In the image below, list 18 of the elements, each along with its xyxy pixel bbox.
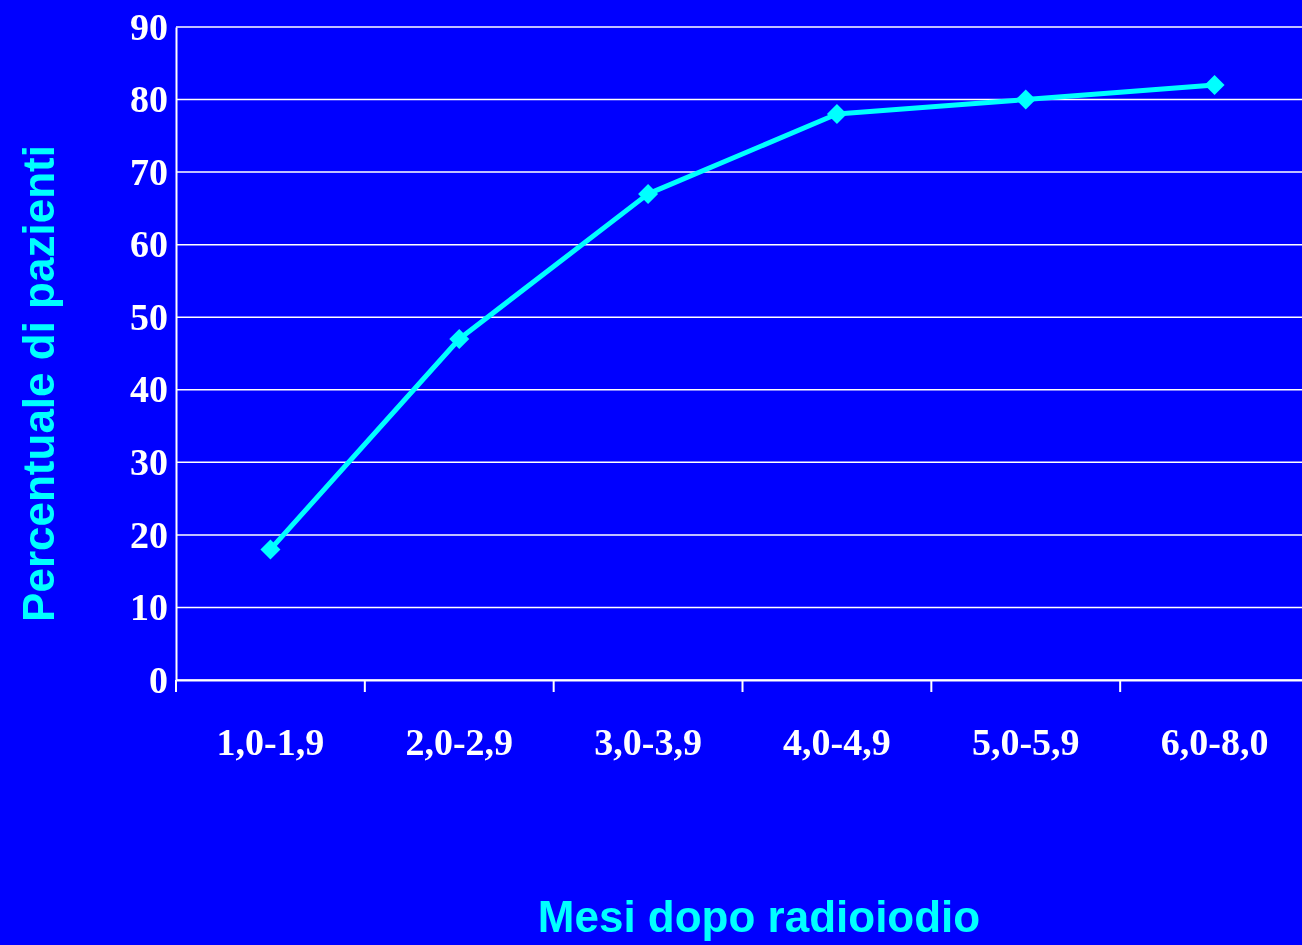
x-tick-label: 1,0-1,9 [216,720,325,763]
x-tick-label: 6,0-8,0 [1160,720,1269,763]
x-tick-label: 2,0-2,9 [405,720,514,763]
x-tick-label: 4,0-4,9 [783,720,891,763]
y-tick-label: 20 [130,513,168,556]
x-axis-title: Mesi dopo radioiodio [537,892,981,941]
x-tick-label: 5,0-5,9 [971,720,1080,763]
x-tick-label: 3,0-3,9 [594,720,702,763]
y-tick-label: 50 [130,295,168,338]
y-tick-label: 0 [149,658,168,701]
y-tick-label: 70 [130,150,168,193]
y-axis-title: Percentuale di pazienti [14,145,63,622]
y-tick-label: 30 [130,440,168,483]
y-tick-label: 60 [130,223,168,266]
y-tick-label: 10 [130,586,168,629]
y-tick-label: 40 [130,368,168,411]
y-tick-label: 80 [130,78,168,121]
y-tick-label: 90 [130,5,168,48]
